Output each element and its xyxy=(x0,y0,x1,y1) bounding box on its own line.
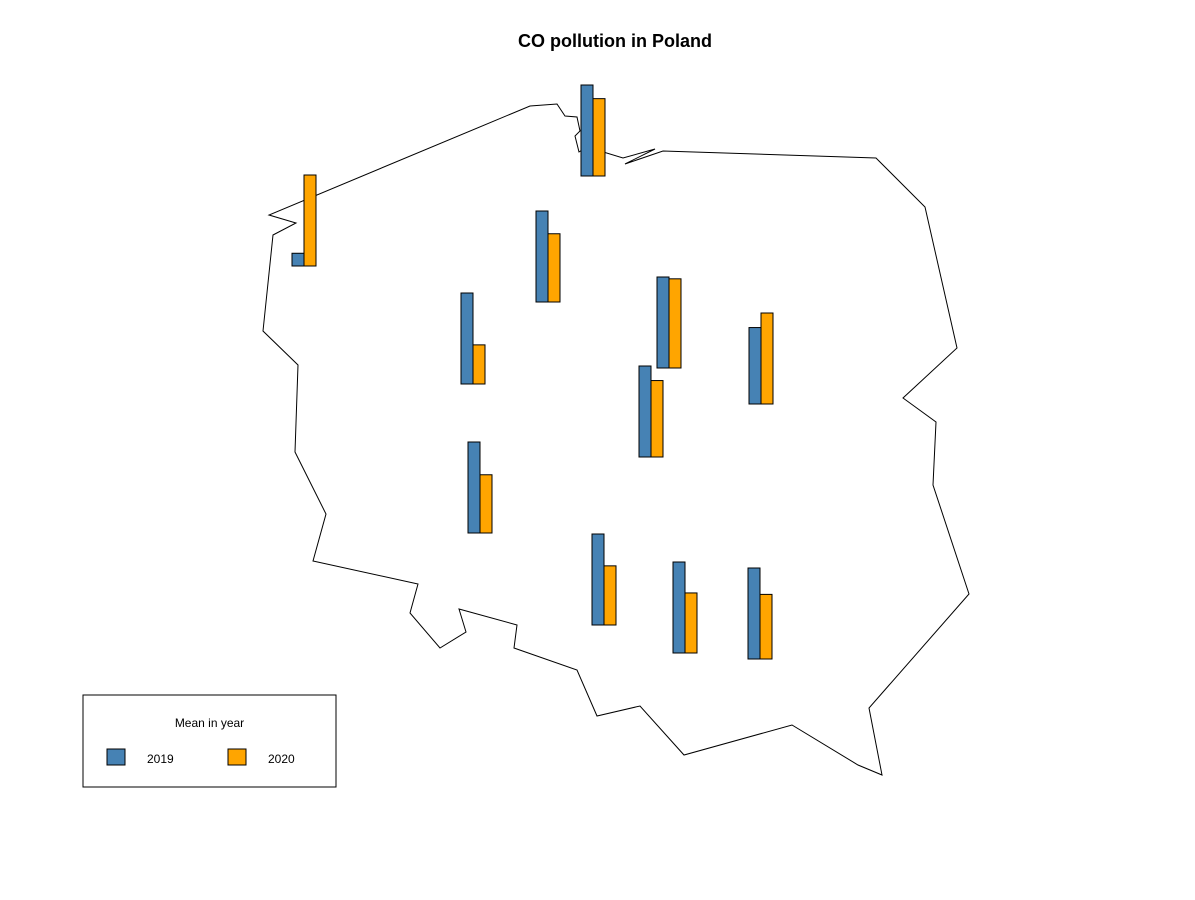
legend-swatch-2019 xyxy=(106,748,126,766)
bar-center-north-2019 xyxy=(656,276,670,369)
chart-title: CO pollution in Poland xyxy=(518,31,712,51)
bar-west-2020 xyxy=(472,344,486,385)
bar-north-coast-2020 xyxy=(592,98,606,177)
bar-south-east-2-2019 xyxy=(747,567,761,660)
bar-north-coast-2019 xyxy=(580,84,594,177)
bar-east-2020 xyxy=(760,312,774,405)
legend-title: Mean in year xyxy=(175,716,244,730)
bar-north-2019 xyxy=(535,210,549,303)
bar-south-2019 xyxy=(591,533,605,626)
bar-center-2019 xyxy=(638,365,652,458)
bar-south-east-2-2020 xyxy=(759,593,773,660)
bar-west-2019 xyxy=(460,292,474,385)
bar-north-west-2020 xyxy=(303,174,317,267)
legend-box xyxy=(82,694,337,788)
bar-south-east-1-2020 xyxy=(684,592,698,654)
bar-south-2020 xyxy=(603,565,617,626)
bar-layer xyxy=(291,84,774,660)
legend-swatch-2020 xyxy=(227,748,247,766)
bar-east-2019 xyxy=(748,327,762,405)
bar-south-west-2019 xyxy=(467,441,481,534)
legend: Mean in year 2019 2020 xyxy=(82,694,337,788)
bar-center-2020 xyxy=(650,380,664,458)
bar-center-north-2020 xyxy=(668,278,682,369)
bar-north-west-2019 xyxy=(291,252,305,267)
bar-south-west-2020 xyxy=(479,474,493,534)
legend-label-2019: 2019 xyxy=(147,752,174,766)
bar-north-2020 xyxy=(547,233,561,303)
bar-south-east-1-2019 xyxy=(672,561,686,654)
legend-label-2020: 2020 xyxy=(268,752,295,766)
poland-outline xyxy=(262,103,970,776)
